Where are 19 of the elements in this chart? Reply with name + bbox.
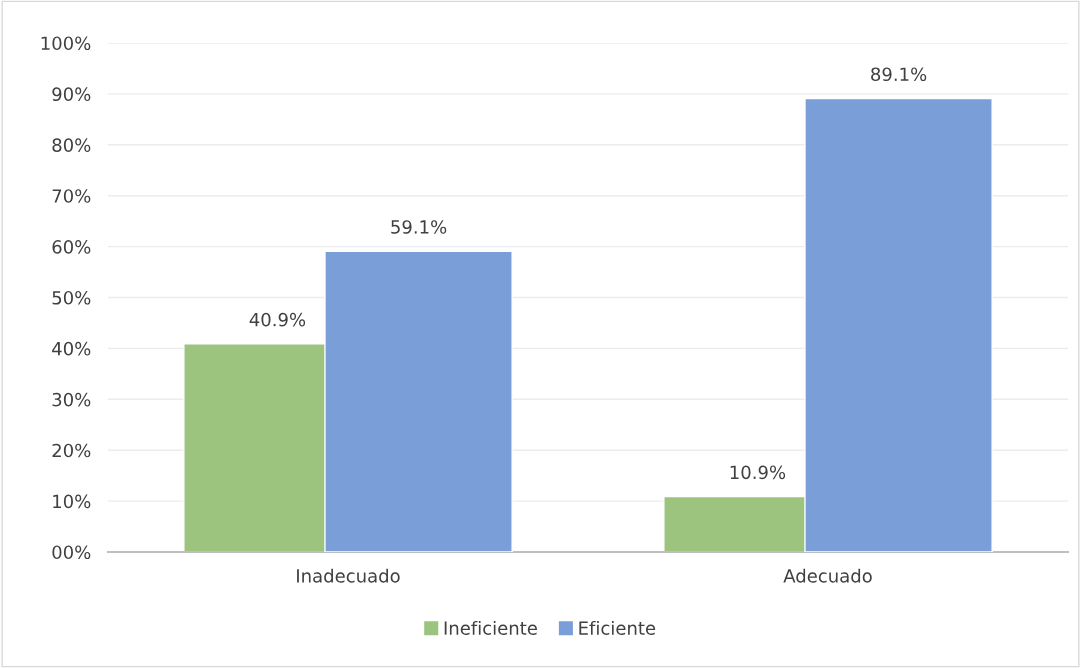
y-tick-label: 60% [52,240,91,254]
data-label: 40.9% [249,312,306,327]
x-tick-label: Inadecuado [297,568,400,583]
y-tick-label: 10% [53,494,91,509]
y-tick-label: 70% [52,189,91,203]
y-tick-label: 80% [52,138,91,152]
y-tick-label: 00% [52,545,91,560]
y-tick-label: 90% [52,87,91,102]
y-tick-label: 20% [52,443,91,458]
data-label: 59.1% [391,220,447,234]
data-label: 89.1% [871,67,927,82]
x-tick-label: Adecuado [783,568,872,583]
y-tick-label: 100% [41,36,91,51]
legend-label: Ineficiente [444,620,537,635]
y-tick-label: 40% [52,341,91,356]
y-tick-label: 50% [52,290,91,305]
y-tick-label: 30% [52,392,91,407]
data-label: 10.9% [730,465,786,480]
legend-label: Eficiente [579,620,656,635]
